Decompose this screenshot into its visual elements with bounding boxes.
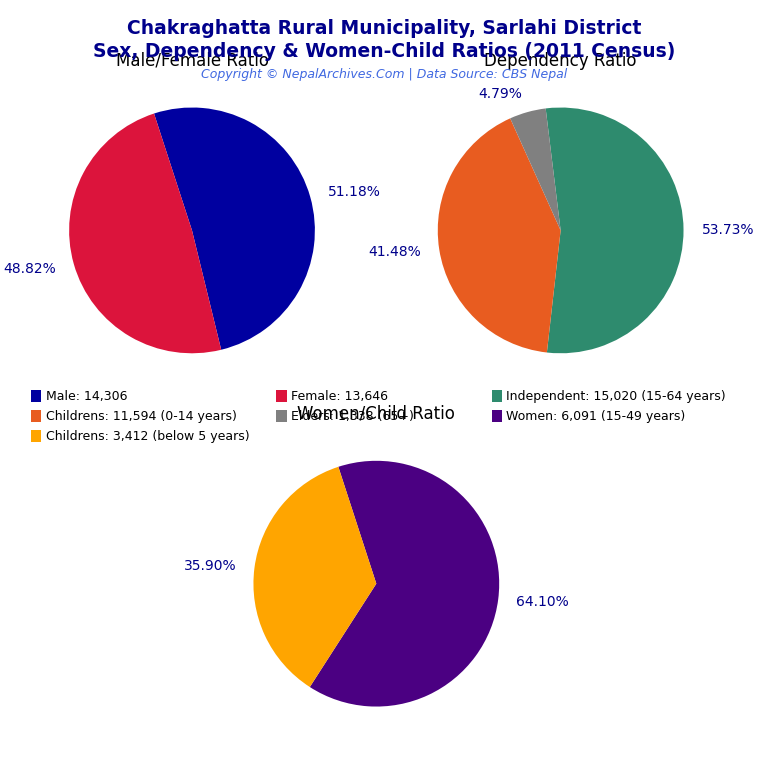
Text: 51.18%: 51.18% — [328, 185, 381, 199]
Text: Women: 6,091 (15-49 years): Women: 6,091 (15-49 years) — [506, 410, 686, 422]
Text: Childrens: 11,594 (0-14 years): Childrens: 11,594 (0-14 years) — [45, 410, 237, 422]
Text: Independent: 15,020 (15-64 years): Independent: 15,020 (15-64 years) — [506, 390, 726, 402]
Title: Male/Female Ratio: Male/Female Ratio — [115, 51, 269, 70]
Text: Chakraghatta Rural Municipality, Sarlahi District: Chakraghatta Rural Municipality, Sarlahi… — [127, 19, 641, 38]
Wedge shape — [253, 467, 376, 687]
Text: 53.73%: 53.73% — [702, 223, 754, 237]
Text: Female: 13,646: Female: 13,646 — [291, 390, 389, 402]
Wedge shape — [154, 108, 315, 349]
Wedge shape — [310, 461, 499, 707]
Text: 64.10%: 64.10% — [516, 595, 569, 609]
Text: Copyright © NepalArchives.Com | Data Source: CBS Nepal: Copyright © NepalArchives.Com | Data Sou… — [201, 68, 567, 81]
Wedge shape — [510, 108, 561, 230]
Text: 41.48%: 41.48% — [369, 245, 421, 260]
Text: 35.90%: 35.90% — [184, 558, 237, 572]
Text: 4.79%: 4.79% — [478, 88, 522, 101]
Wedge shape — [438, 118, 561, 353]
Wedge shape — [546, 108, 684, 353]
Title: Women/Child Ratio: Women/Child Ratio — [297, 405, 455, 423]
Text: Sex, Dependency & Women-Child Ratios (2011 Census): Sex, Dependency & Women-Child Ratios (20… — [93, 42, 675, 61]
Text: Childrens: 3,412 (below 5 years): Childrens: 3,412 (below 5 years) — [45, 430, 250, 442]
Title: Dependency Ratio: Dependency Ratio — [485, 51, 637, 70]
Text: Elders: 1,338 (65+): Elders: 1,338 (65+) — [291, 410, 414, 422]
Text: Male: 14,306: Male: 14,306 — [45, 390, 127, 402]
Text: 48.82%: 48.82% — [3, 262, 56, 276]
Wedge shape — [69, 114, 221, 353]
